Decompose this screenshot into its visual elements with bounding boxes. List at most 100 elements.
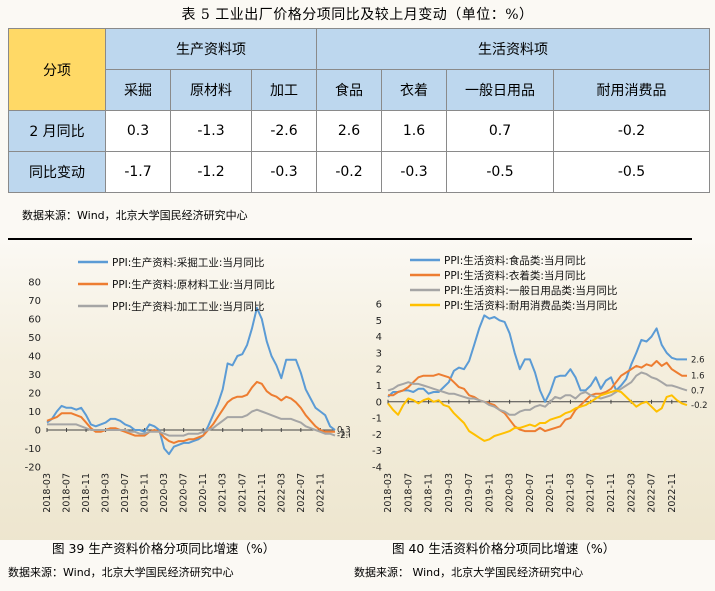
- x-tick-label: 2019-03: [444, 473, 455, 513]
- x-tick-label: 2020-07: [179, 473, 190, 513]
- col-header: 加工: [251, 69, 317, 111]
- figure-40-source: 数据来源： Wind，北京大学国民经济研究中心: [354, 566, 584, 579]
- x-tick-label: 2019-07: [120, 473, 131, 513]
- table-cell: -0.5: [446, 151, 554, 193]
- series-line: [46, 306, 336, 456]
- series-line: [387, 389, 688, 442]
- col-header: 食品: [316, 69, 382, 111]
- table-row: 同比变动 -1.7 -1.2 -0.3 -0.2 -0.3 -0.5 -0.5: [8, 151, 710, 193]
- figure-39-source: 数据来源：Wind，北京大学国民经济研究中心: [8, 566, 234, 579]
- y-tick-label: -2: [372, 430, 382, 441]
- x-tick-label: 2020-03: [159, 473, 170, 513]
- table-title: 表 5 工业出厂价格分项同比及较上月变动（单位：%）: [181, 7, 534, 23]
- end-data-label: 1.6: [691, 372, 705, 382]
- table-cell: -1.2: [170, 151, 252, 193]
- x-tick-label: 2021-11: [257, 473, 268, 513]
- x-tick-label: 2019-03: [101, 473, 112, 513]
- legend-label: PPI:生活资料:耐用消费品类:当月同比: [444, 299, 617, 312]
- x-tick-label: 2018-11: [424, 473, 435, 513]
- row-header: 2 月同比: [8, 110, 106, 152]
- x-tick-label: 2020-11: [198, 473, 209, 513]
- divider: [8, 238, 692, 240]
- group-header-living: 生活资料项: [316, 28, 710, 70]
- y-tick-label: 80: [28, 278, 41, 289]
- legend-label: PPI:生产资料:加工工业:当月同比: [112, 300, 264, 313]
- x-tick-label: 2020-07: [525, 473, 536, 513]
- table-cell: 2.6: [316, 110, 382, 152]
- y-tick-label: -1: [372, 414, 382, 425]
- x-tick-label: 2021-07: [237, 473, 248, 513]
- y-tick-label: 50: [28, 333, 41, 344]
- y-tick-label: 60: [28, 315, 41, 326]
- end-data-label: 2.6: [691, 355, 705, 365]
- col-header: 原材料: [170, 69, 252, 111]
- x-tick-label: 2019-11: [140, 473, 151, 513]
- end-data-label: -2.6: [337, 431, 350, 441]
- y-tick-label: -10: [25, 444, 41, 455]
- series-line: [46, 380, 335, 444]
- end-data-label: -0.2: [691, 401, 708, 411]
- table-source-note: 数据来源：Wind，北京大学国民经济研究中心: [22, 209, 248, 222]
- y-tick-label: 40: [28, 352, 41, 363]
- table-cell: -2.6: [251, 110, 317, 152]
- x-tick-label: 2022-03: [276, 473, 287, 513]
- table-cell: 0.7: [446, 110, 554, 152]
- series-line: [387, 371, 688, 416]
- y-tick-label: 0: [376, 397, 382, 408]
- table-cell: -1.3: [170, 110, 252, 152]
- x-tick-label: 2021-03: [218, 473, 229, 513]
- y-tick-label: 5: [376, 316, 382, 327]
- x-tick-label: 2021-03: [565, 473, 576, 513]
- end-data-label: -1.3: [337, 428, 350, 438]
- x-tick-label: 2022-03: [626, 473, 637, 513]
- table-cell: -0.3: [381, 151, 447, 193]
- x-tick-label: 2018-07: [403, 473, 414, 513]
- legend-label: PPI:生活资料:衣着类:当月同比: [444, 269, 586, 282]
- series-line: [387, 314, 687, 403]
- x-tick-label: 2022-11: [315, 473, 326, 513]
- y-tick-label: 70: [28, 296, 41, 307]
- x-tick-label: 2021-07: [586, 473, 597, 513]
- x-tick-label: 2021-11: [606, 473, 617, 513]
- legend-label: PPI:生产资料:采掘工业:当月同比: [112, 256, 264, 269]
- x-tick-label: 2022-11: [667, 473, 678, 513]
- col-header: 采掘: [105, 69, 171, 111]
- table-cell: -1.7: [105, 151, 171, 193]
- legend-label: PPI:生活资料:一般日用品类:当月同比: [444, 284, 617, 297]
- table-cell: -0.2: [316, 151, 382, 193]
- y-tick-label: 30: [28, 370, 41, 381]
- y-tick-label: 3: [376, 348, 382, 359]
- y-tick-label: -3: [372, 446, 382, 457]
- series-line: [47, 408, 336, 437]
- x-tick-label: 2019-11: [484, 473, 495, 513]
- y-tick-label: 4: [376, 332, 382, 343]
- end-data-label: 0.3: [337, 425, 350, 435]
- table-cell: -0.5: [553, 151, 710, 193]
- table-corner-header: 分项: [8, 28, 106, 111]
- y-tick-label: 1: [376, 381, 382, 392]
- col-header: 耐用消费品: [553, 69, 710, 111]
- table-cell: -0.3: [251, 151, 317, 193]
- y-tick-label: -20: [25, 463, 41, 474]
- x-tick-label: 2018-03: [383, 473, 394, 513]
- col-header: 一般日用品: [446, 69, 554, 111]
- figure-39-caption: 图 39 生产资料价格分项同比增速（%）: [52, 541, 276, 556]
- y-tick-label: 6: [376, 300, 382, 311]
- x-tick-label: 2018-11: [81, 473, 92, 513]
- series-line: [388, 360, 687, 433]
- table-cell: 1.6: [381, 110, 447, 152]
- chart-living-materials: -4 -3 -2 -1 0 1 2 3 4 5 6 2018-03 2018-07 2018-11 2019…: [372, 254, 708, 513]
- background-decoration: [0, 240, 715, 540]
- table-cell: 0.3: [105, 110, 171, 152]
- end-data-label: 0.7: [691, 386, 705, 396]
- x-tick-label: 2022-07: [296, 473, 307, 513]
- x-tick-label: 2020-11: [545, 473, 556, 513]
- y-tick-label: 20: [28, 389, 41, 400]
- y-tick-label: -4: [372, 463, 382, 474]
- y-tick-label: 2: [376, 365, 382, 376]
- legend-label: PPI:生活资料:食品类:当月同比: [444, 254, 586, 267]
- chart-production-materials: -20 -10 0 10 20 30 40 50 60 70 80 2018-03 2018-07 201…: [25, 256, 350, 513]
- group-header-production: 生产资料项: [105, 28, 317, 70]
- table-row: 2 月同比 0.3 -1.3 -2.6 2.6 1.6 0.7 -0.2: [8, 110, 710, 152]
- y-tick-label: 10: [28, 407, 41, 418]
